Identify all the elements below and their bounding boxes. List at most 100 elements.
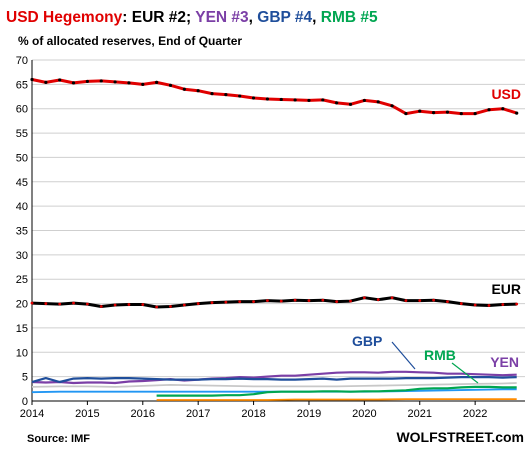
eur-point bbox=[99, 305, 103, 308]
eur-point bbox=[224, 300, 228, 304]
x-tick-label: 2017 bbox=[186, 408, 210, 420]
usd-point bbox=[210, 92, 214, 96]
usd-point bbox=[30, 77, 34, 82]
usd-point bbox=[418, 109, 422, 113]
eur-point bbox=[238, 300, 242, 304]
usd-point bbox=[459, 111, 463, 116]
eur-point bbox=[58, 302, 62, 306]
usd-point bbox=[390, 104, 394, 108]
eur-point bbox=[113, 303, 117, 307]
eur-point bbox=[418, 299, 422, 303]
x-tick-label: 2021 bbox=[408, 408, 432, 420]
y-tick-label: 25 bbox=[16, 274, 28, 286]
title-usd: USD Hegemony bbox=[6, 9, 123, 26]
usd-point bbox=[293, 98, 297, 102]
series-line-other bbox=[156, 398, 517, 401]
usd-point bbox=[182, 87, 186, 91]
usd-point bbox=[71, 81, 76, 85]
usd-point bbox=[99, 79, 103, 83]
eur-point bbox=[210, 301, 214, 304]
series-line-usd bbox=[31, 78, 518, 116]
eur-point bbox=[141, 303, 145, 306]
title-yen: YEN #3 bbox=[195, 9, 249, 26]
label-gbp: GBP bbox=[352, 333, 382, 349]
eur-point bbox=[404, 299, 408, 303]
usd-point bbox=[321, 98, 325, 102]
watermark: WOLFSTREET.com bbox=[396, 429, 524, 445]
eur-point bbox=[515, 302, 519, 306]
y-tick-label: 5 bbox=[22, 372, 28, 384]
series-line-yen bbox=[31, 370, 517, 385]
title-gbp: GBP #4 bbox=[257, 9, 312, 26]
eur-point bbox=[72, 301, 75, 305]
usd-point bbox=[307, 98, 311, 103]
usd-point bbox=[85, 79, 89, 84]
usd-point bbox=[362, 98, 366, 103]
y-tick-label: 70 bbox=[16, 55, 28, 67]
y-tick-label: 30 bbox=[16, 250, 28, 262]
label-layer: USD EUR GBP RMB YEN bbox=[352, 86, 521, 384]
usd-point bbox=[279, 97, 283, 102]
axis-layer: 0 5 10 15 20 25 30 35 40 45 50 55 60 65 70 2014 2015 2016… bbox=[16, 55, 525, 420]
usd-point bbox=[404, 111, 408, 116]
usd-point bbox=[501, 107, 505, 111]
usd-point bbox=[335, 101, 339, 105]
x-tick-label: 2020 bbox=[352, 408, 376, 420]
eur-point bbox=[252, 300, 255, 304]
gbp-leader-line bbox=[391, 341, 416, 370]
usd-point bbox=[348, 102, 353, 106]
eur-point bbox=[321, 298, 325, 302]
usd-point bbox=[376, 100, 380, 104]
y-tick-label: 50 bbox=[16, 152, 28, 164]
series-line-rmb bbox=[156, 385, 517, 397]
chart-title: USD Hegemony: EUR #2; YEN #3, GBP #4, RM… bbox=[6, 9, 378, 26]
eur-point bbox=[293, 298, 297, 302]
x-tick-label: 2018 bbox=[241, 408, 265, 420]
label-yen: YEN bbox=[490, 354, 519, 370]
grid-layer bbox=[32, 59, 525, 402]
usd-point bbox=[265, 97, 270, 101]
usd-point bbox=[251, 96, 256, 100]
usd-point bbox=[155, 80, 159, 85]
title-sep-1: ; bbox=[186, 9, 195, 26]
eur-point bbox=[307, 299, 311, 303]
eur-point bbox=[169, 305, 172, 308]
y-tick-label: 35 bbox=[16, 226, 28, 238]
eur-point bbox=[44, 302, 48, 305]
usd-point bbox=[168, 83, 173, 87]
y-tick-label: 60 bbox=[16, 104, 28, 116]
y-tick-label: 0 bbox=[22, 396, 28, 408]
usd-point bbox=[44, 80, 48, 85]
source-note: Source: IMF bbox=[27, 433, 90, 445]
y-tick-label: 55 bbox=[16, 128, 28, 140]
eur-point bbox=[446, 300, 449, 304]
usd-point bbox=[224, 92, 228, 97]
x-tick-label: 2014 bbox=[20, 408, 44, 420]
series-line-other bbox=[31, 382, 517, 388]
eur-point bbox=[390, 296, 394, 300]
y-tick-label: 10 bbox=[16, 347, 28, 359]
series-layer bbox=[30, 77, 519, 401]
usd-point bbox=[141, 82, 145, 86]
eur-point bbox=[279, 299, 283, 303]
eur-point bbox=[30, 301, 34, 305]
usd-point bbox=[473, 111, 477, 116]
eur-point bbox=[127, 303, 131, 306]
eur-point bbox=[196, 302, 200, 305]
label-eur: EUR bbox=[491, 281, 521, 297]
eur-point bbox=[487, 304, 491, 307]
label-usd: USD bbox=[491, 86, 521, 102]
eur-point bbox=[501, 303, 505, 306]
eur-point bbox=[473, 303, 477, 307]
usd-point bbox=[487, 108, 491, 112]
y-tick-label: 45 bbox=[16, 177, 28, 189]
series-line-eur bbox=[31, 296, 517, 309]
eur-point bbox=[362, 296, 366, 300]
y-tick-label: 20 bbox=[16, 299, 28, 311]
rmb-leader-line bbox=[451, 362, 479, 384]
eur-point bbox=[335, 300, 339, 304]
eur-point bbox=[432, 298, 436, 302]
usd-point bbox=[127, 81, 131, 85]
title-colon: : bbox=[122, 9, 131, 26]
